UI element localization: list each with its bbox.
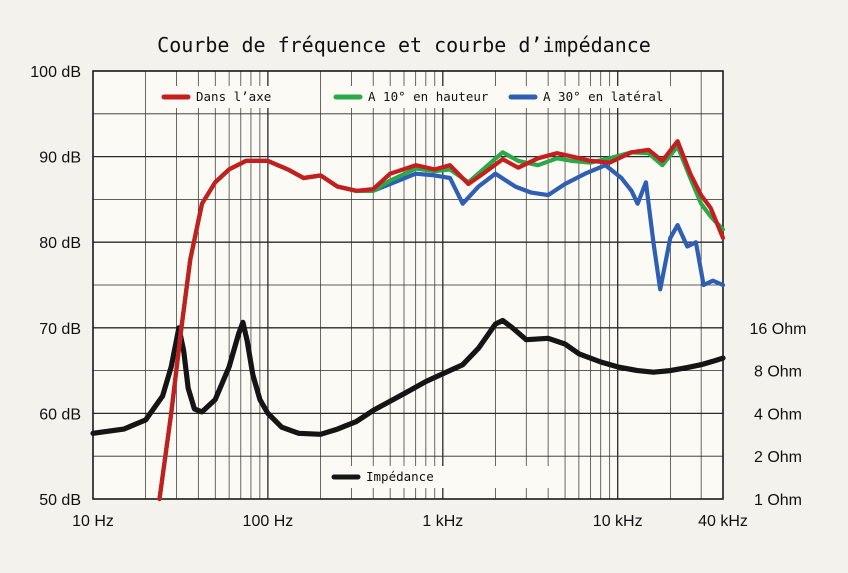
x-tick-label: 1 kHz	[422, 513, 463, 530]
impedance-tick-label: 16 Ohm	[750, 321, 807, 338]
legend-label: Dans l’axe	[196, 89, 271, 104]
legend-label: A 30° en latéral	[543, 89, 663, 104]
impedance-tick-label: 1 Ohm	[754, 492, 802, 509]
y-tick-label: 80 dB	[39, 235, 81, 252]
x-tick-label: 10 Hz	[72, 513, 114, 530]
legend: Dans l’axe A 10° en hauteur A 30° en latér…	[160, 86, 677, 488]
impedance-tick-label: 8 Ohm	[754, 364, 802, 381]
y-tick-label: 70 dB	[39, 321, 81, 338]
series-line	[90, 317, 726, 437]
legend-box	[330, 466, 552, 488]
y-tick-label: 90 dB	[39, 150, 81, 167]
x-tick-label: 40 kHz	[698, 513, 748, 530]
impedance-tick-label: 2 Ohm	[754, 449, 802, 466]
series-line	[157, 139, 726, 502]
series	[90, 139, 726, 502]
x-tick-label: 100 Hz	[243, 513, 294, 530]
chart-title: Courbe de fréquence et courbe d’impédanc…	[157, 33, 651, 57]
legend-box	[507, 86, 677, 108]
y-tick-label: 50 dB	[39, 492, 81, 509]
legend-label: A 10° en hauteur	[368, 89, 489, 104]
grid	[93, 71, 723, 499]
y-tick-label: 100 dB	[30, 64, 81, 81]
legend-label: Impédance	[366, 469, 434, 484]
ticks: 50 dB 60 dB 70 dB 80 dB 90 dB 100 dB 10 Hz 100 …	[30, 64, 806, 530]
x-tick-label: 10 kHz	[593, 513, 643, 530]
impedance-tick-label: 4 Ohm	[754, 406, 802, 423]
legend-box	[332, 86, 502, 108]
legend-box	[160, 86, 290, 108]
y-tick-label: 60 dB	[39, 406, 81, 423]
